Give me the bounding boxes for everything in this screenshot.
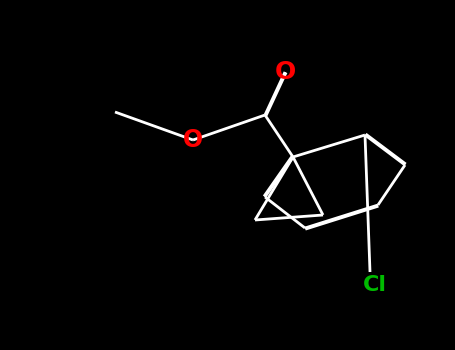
Text: O: O [274, 60, 296, 84]
Text: Cl: Cl [363, 275, 387, 295]
Text: O: O [183, 128, 203, 152]
